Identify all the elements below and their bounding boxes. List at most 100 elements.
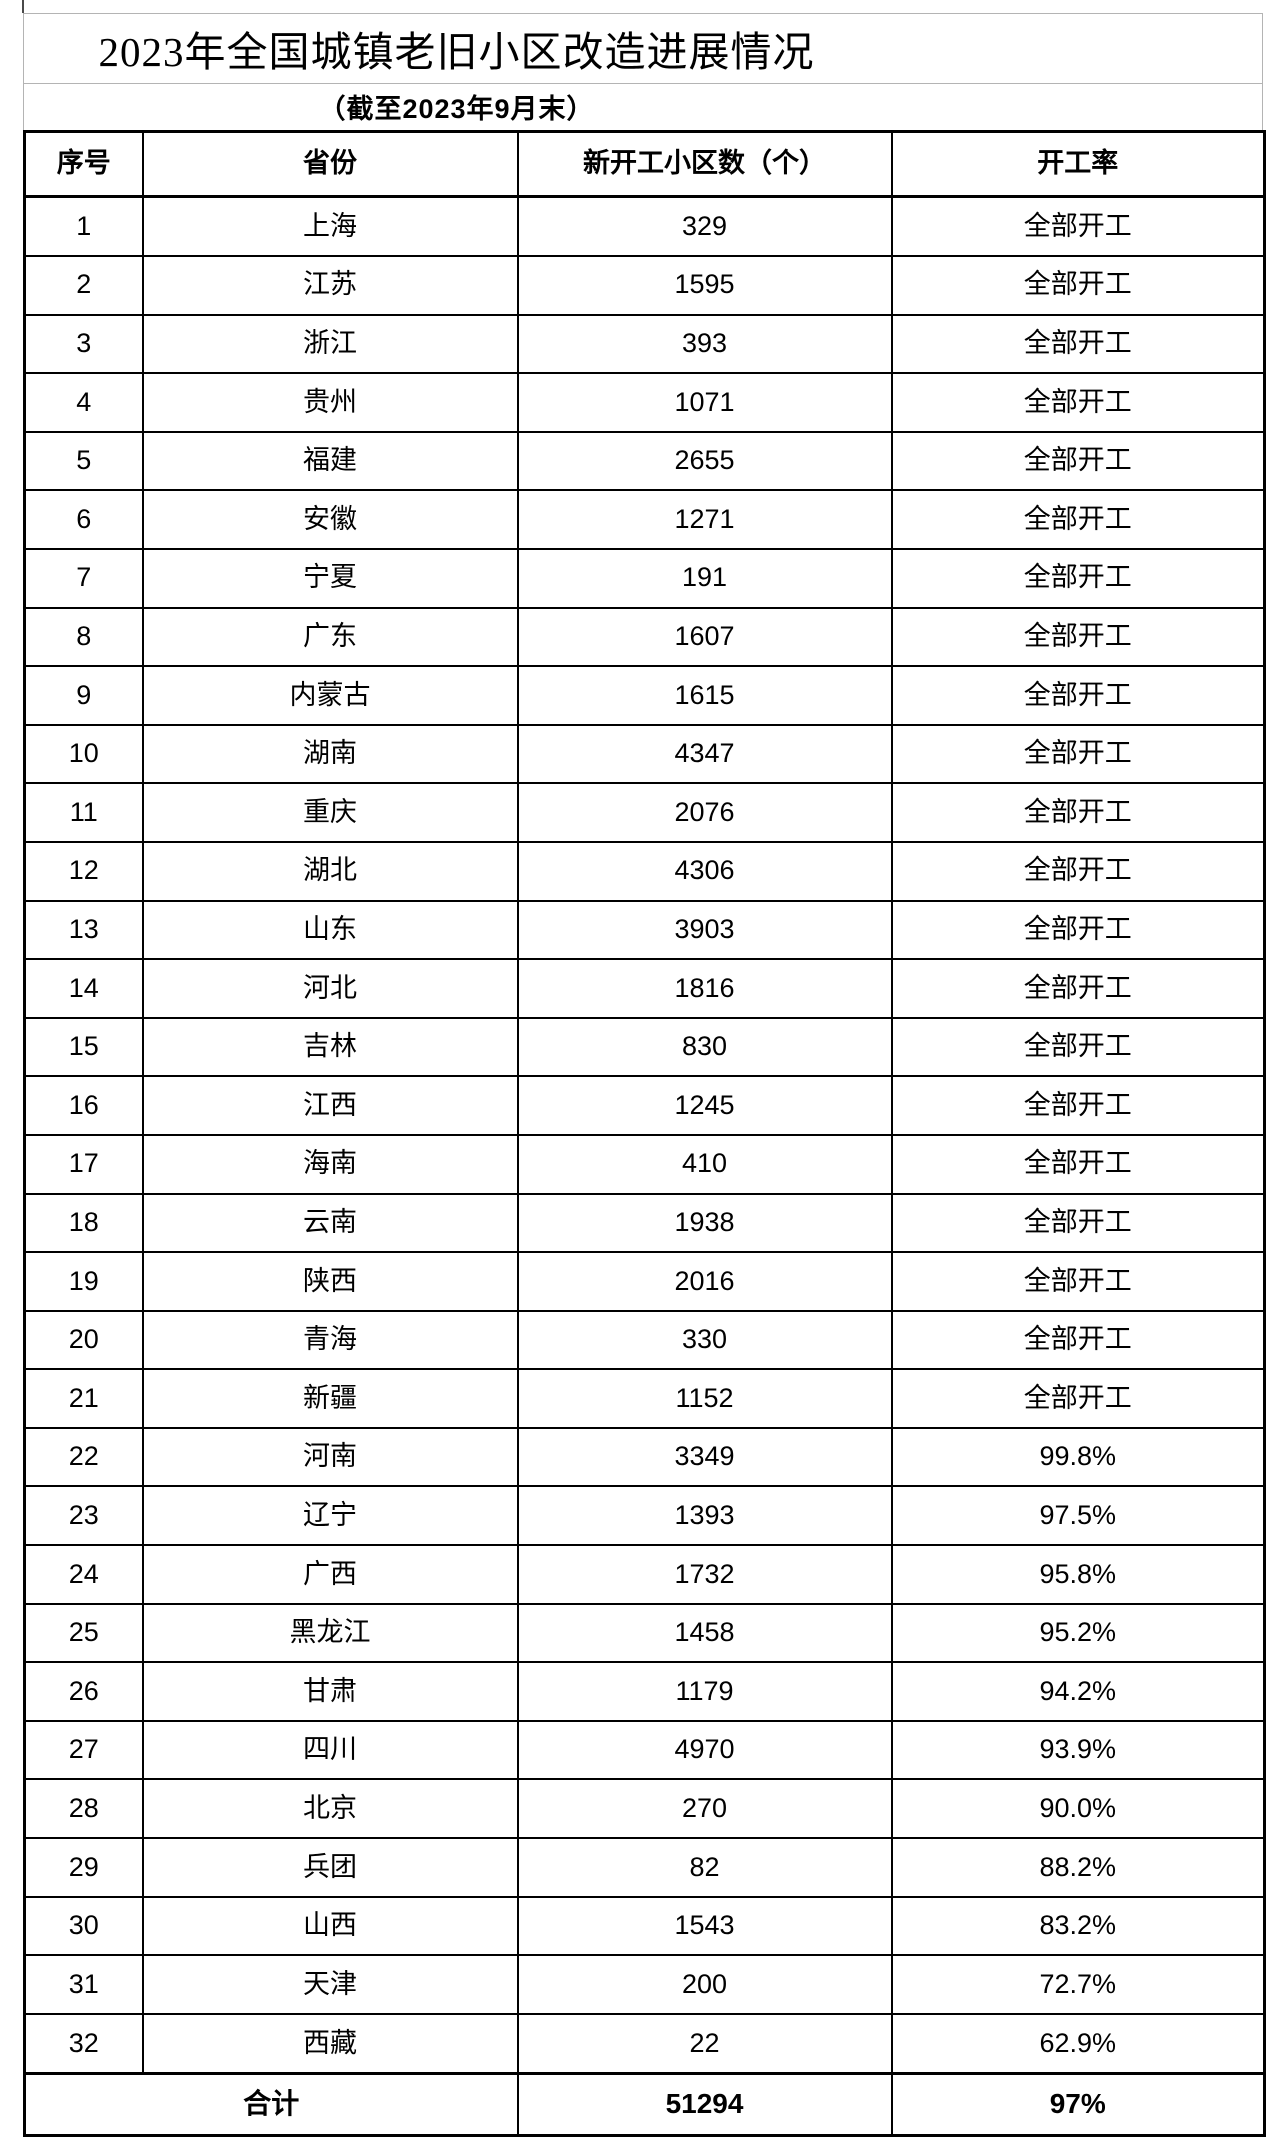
table-row: 2 江苏 1595 全部开工 [23,255,1266,316]
province-cell: 新疆 [141,1368,519,1429]
row-index-cell: 24 [23,1544,144,1605]
gridline-top [23,13,1263,14]
count-cell: 1071 [516,372,893,433]
row-index-cell: 22 [23,1426,144,1488]
province-cell: 浙江 [141,313,519,375]
table-row: 1 上海 329 全部开工 [23,195,1266,258]
province-cell: 云南 [141,1192,519,1254]
table-row: 30 山西 1543 83.2% [23,1895,1266,1957]
province-cell: 河南 [141,1426,519,1488]
count-cell: 200 [516,1954,893,2015]
row-index-cell: 20 [23,1309,144,1371]
rate-cell: 90.0% [890,1778,1266,1840]
province-cell: 山东 [141,899,519,961]
header-index: 序号 [23,130,144,198]
rate-cell: 全部开工 [890,547,1266,609]
rate-cell: 95.2% [890,1602,1266,1664]
count-cell: 329 [516,195,893,258]
count-cell: 4970 [516,1719,893,1781]
province-cell: 宁夏 [141,547,519,609]
rate-cell: 全部开工 [890,1016,1266,1078]
row-index-cell: 19 [23,1251,144,1312]
row-index-cell: 15 [23,1016,144,1078]
row-index-cell: 25 [23,1602,144,1664]
province-cell: 西藏 [141,2012,519,2075]
rate-cell: 全部开工 [890,665,1266,726]
row-index-cell: 1 [23,195,144,258]
province-cell: 江苏 [141,255,519,316]
count-cell: 1179 [516,1661,893,1722]
count-cell: 410 [516,1133,893,1195]
province-cell: 北京 [141,1778,519,1840]
table-row: 28 北京 270 90.0% [23,1778,1266,1840]
table-row: 15 吉林 830 全部开工 [23,1016,1266,1078]
count-cell: 2076 [516,782,893,843]
province-cell: 湖北 [141,840,519,902]
table-row: 32 西藏 22 62.9% [23,2012,1266,2075]
count-cell: 1543 [516,1895,893,1957]
table-row: 12 湖北 4306 全部开工 [23,840,1266,902]
province-cell: 广东 [141,606,519,668]
row-index-cell: 8 [23,606,144,668]
row-index-cell: 3 [23,313,144,375]
table-row: 23 辽宁 1393 97.5% [23,1485,1266,1547]
province-cell: 山西 [141,1895,519,1957]
table-row: 4 贵州 1071 全部开工 [23,372,1266,433]
count-cell: 270 [516,1778,893,1840]
row-index-cell: 2 [23,255,144,316]
province-cell: 上海 [141,195,519,258]
table-row: 29 兵团 82 88.2% [23,1837,1266,1898]
rate-cell: 99.8% [890,1426,1266,1488]
row-index-cell: 14 [23,958,144,1019]
row-index-cell: 21 [23,1368,144,1429]
rate-cell: 95.8% [890,1544,1266,1605]
count-cell: 1615 [516,665,893,726]
province-cell: 海南 [141,1133,519,1195]
table-row: 16 江西 1245 全部开工 [23,1075,1266,1136]
table-row: 18 云南 1938 全部开工 [23,1192,1266,1254]
count-cell: 82 [516,1837,893,1898]
rate-cell: 83.2% [890,1895,1266,1957]
page-subtitle: （截至2023年9月末） [318,94,595,124]
rate-cell: 94.2% [890,1661,1266,1722]
rate-cell: 全部开工 [890,899,1266,961]
province-cell: 天津 [141,1954,519,2015]
row-index-cell: 17 [23,1133,144,1195]
count-cell: 1393 [516,1485,893,1547]
count-cell: 4306 [516,840,893,902]
table-row: 3 浙江 393 全部开工 [23,313,1266,375]
rate-cell: 全部开工 [890,430,1266,492]
province-cell: 甘肃 [141,1661,519,1722]
row-index-cell: 7 [23,547,144,609]
province-cell: 贵州 [141,372,519,433]
province-cell: 兵团 [141,1837,519,1898]
row-index-cell: 23 [23,1485,144,1547]
province-cell: 吉林 [141,1016,519,1078]
province-cell: 重庆 [141,782,519,843]
rate-cell: 全部开工 [890,1133,1266,1195]
province-cell: 内蒙古 [141,665,519,726]
row-index-cell: 5 [23,430,144,492]
table-row: 11 重庆 2076 全部开工 [23,782,1266,843]
table-row: 31 天津 200 72.7% [23,1954,1266,2015]
count-cell: 1816 [516,958,893,1019]
table-row: 19 陕西 2016 全部开工 [23,1251,1266,1312]
rate-cell: 全部开工 [890,313,1266,375]
total-row: 合计 51294 97% [23,2072,1266,2137]
gridline-left [23,13,24,130]
table-row: 22 河南 3349 99.8% [23,1426,1266,1488]
rate-cell: 全部开工 [890,1251,1266,1312]
rate-cell: 97.5% [890,1485,1266,1547]
rate-cell: 62.9% [890,2012,1266,2075]
total-label-cell: 合计 [23,2072,519,2137]
count-cell: 1595 [516,255,893,316]
table-row: 17 海南 410 全部开工 [23,1133,1266,1195]
rate-cell: 全部开工 [890,489,1266,550]
count-cell: 22 [516,2012,893,2075]
table-row: 14 河北 1816 全部开工 [23,958,1266,1019]
header-count: 新开工小区数（个） [516,130,893,198]
row-index-cell: 12 [23,840,144,902]
table-row: 25 黑龙江 1458 95.2% [23,1602,1266,1664]
rate-cell: 93.9% [890,1719,1266,1781]
subtitle-area: （截至2023年9月末） [23,83,890,130]
